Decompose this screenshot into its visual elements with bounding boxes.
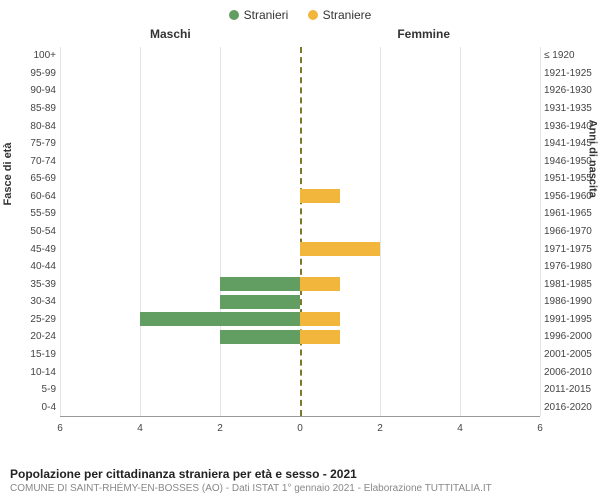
age-label: 85-89 [12, 103, 56, 114]
age-label: 80-84 [12, 121, 56, 132]
x-tick-label: 0 [297, 423, 303, 434]
birth-year-label: 1976-1980 [544, 261, 598, 272]
x-tick-label: 6 [57, 423, 63, 434]
birth-year-label: 1981-1985 [544, 279, 598, 290]
age-label: 20-24 [12, 331, 56, 342]
birth-year-label: 1996-2000 [544, 331, 598, 342]
age-label: 100+ [12, 50, 56, 61]
bar-female [300, 277, 340, 291]
birth-year-label: 1956-1960 [544, 191, 598, 202]
age-row: 45-491971-1975 [60, 240, 540, 258]
age-label: 50-54 [12, 226, 56, 237]
bar-female [300, 242, 380, 256]
legend-label-female: Straniere [323, 8, 372, 22]
age-label: 40-44 [12, 261, 56, 272]
birth-year-label: 1931-1935 [544, 103, 598, 114]
age-label: 90-94 [12, 85, 56, 96]
birth-year-label: 1946-1950 [544, 156, 598, 167]
birth-year-label: 1971-1975 [544, 244, 598, 255]
age-row: 70-741946-1950 [60, 152, 540, 170]
birth-year-label: 2016-2020 [544, 402, 598, 413]
x-tick-label: 2 [217, 423, 223, 434]
age-row: 50-541966-1970 [60, 223, 540, 241]
birth-year-label: 1941-1945 [544, 138, 598, 149]
age-row: 0-42016-2020 [60, 398, 540, 416]
legend-swatch-male [229, 10, 239, 20]
chart-title: Popolazione per cittadinanza straniera p… [10, 467, 492, 481]
chart-area: Maschi Femmine Fasce di età Anni di nasc… [0, 27, 600, 447]
legend-item-female: Straniere [308, 8, 372, 22]
birth-year-label: 1921-1925 [544, 68, 598, 79]
legend-item-male: Stranieri [229, 8, 289, 22]
age-row: 95-991921-1925 [60, 65, 540, 83]
age-label: 15-19 [12, 349, 56, 360]
birth-year-label: 1991-1995 [544, 314, 598, 325]
age-row: 10-142006-2010 [60, 363, 540, 381]
legend-label-male: Stranieri [244, 8, 289, 22]
legend: Stranieri Straniere [0, 0, 600, 27]
age-label: 10-14 [12, 367, 56, 378]
age-row: 20-241996-2000 [60, 328, 540, 346]
bar-male [220, 330, 300, 344]
bar-male [140, 312, 300, 326]
age-row: 80-841936-1940 [60, 117, 540, 135]
bar-female [300, 330, 340, 344]
age-row: 55-591961-1965 [60, 205, 540, 223]
age-label: 5-9 [12, 384, 56, 395]
age-label: 60-64 [12, 191, 56, 202]
birth-year-label: 2001-2005 [544, 349, 598, 360]
birth-year-label: 1926-1930 [544, 85, 598, 96]
age-label: 75-79 [12, 138, 56, 149]
chart-subtitle: COMUNE DI SAINT-RHÉMY-EN-BOSSES (AO) - D… [10, 483, 492, 494]
age-row: 90-941926-1930 [60, 82, 540, 100]
age-row: 100+≤ 1920 [60, 47, 540, 65]
gridline [540, 47, 541, 416]
bar-female [300, 189, 340, 203]
footer: Popolazione per cittadinanza straniera p… [10, 467, 492, 494]
age-label: 70-74 [12, 156, 56, 167]
age-label: 65-69 [12, 173, 56, 184]
legend-swatch-female [308, 10, 318, 20]
bar-male [220, 277, 300, 291]
age-row: 65-691951-1955 [60, 170, 540, 188]
birth-year-label: 1966-1970 [544, 226, 598, 237]
x-tick-label: 2 [377, 423, 383, 434]
birth-year-label: 2006-2010 [544, 367, 598, 378]
age-label: 45-49 [12, 244, 56, 255]
age-label: 30-34 [12, 296, 56, 307]
age-row: 40-441976-1980 [60, 258, 540, 276]
birth-year-label: ≤ 1920 [544, 50, 598, 61]
age-label: 95-99 [12, 68, 56, 79]
age-row: 30-341986-1990 [60, 293, 540, 311]
age-row: 85-891931-1935 [60, 100, 540, 118]
x-tick-label: 4 [457, 423, 463, 434]
age-row: 35-391981-1985 [60, 275, 540, 293]
age-label: 25-29 [12, 314, 56, 325]
column-header-female: Femmine [397, 27, 450, 41]
age-row: 25-291991-1995 [60, 311, 540, 329]
birth-year-label: 1961-1965 [544, 208, 598, 219]
birth-year-label: 1936-1940 [544, 121, 598, 132]
age-row: 5-92011-2015 [60, 381, 540, 399]
age-row: 75-791941-1945 [60, 135, 540, 153]
birth-year-label: 1951-1955 [544, 173, 598, 184]
plot-region: 6420246100+≤ 192095-991921-192590-941926… [60, 47, 540, 417]
age-row: 15-192001-2005 [60, 346, 540, 364]
age-label: 55-59 [12, 208, 56, 219]
bar-male [220, 295, 300, 309]
bar-female [300, 312, 340, 326]
birth-year-label: 1986-1990 [544, 296, 598, 307]
birth-year-label: 2011-2015 [544, 384, 598, 395]
x-tick-label: 6 [537, 423, 543, 434]
age-row: 60-641956-1960 [60, 188, 540, 206]
x-tick-label: 4 [137, 423, 143, 434]
column-header-male: Maschi [150, 27, 191, 41]
age-label: 35-39 [12, 279, 56, 290]
age-label: 0-4 [12, 402, 56, 413]
